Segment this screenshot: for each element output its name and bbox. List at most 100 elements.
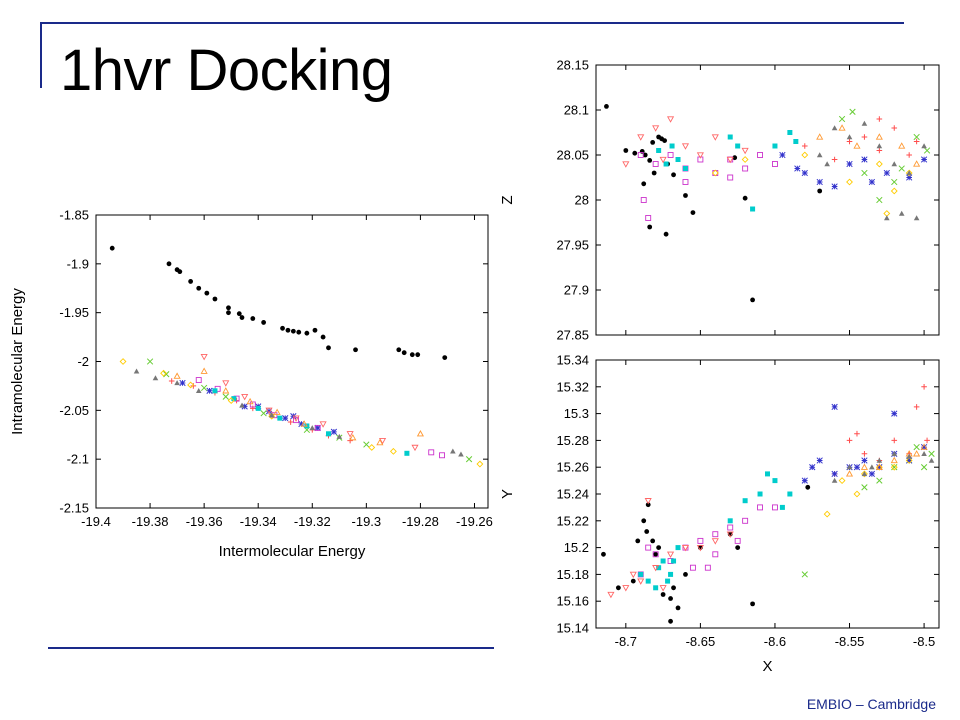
data-point <box>401 350 407 356</box>
data-point <box>166 261 172 267</box>
data-point <box>416 430 424 437</box>
data-point <box>476 460 484 468</box>
data-point <box>363 441 370 448</box>
data-point <box>226 310 231 316</box>
data-point <box>250 405 256 412</box>
data-point <box>772 143 778 149</box>
data-point <box>924 437 930 444</box>
title-top-rule <box>40 22 904 24</box>
data-point <box>320 334 326 340</box>
xy-scatter-chart: -8.7 -8.65 -8.6 -8.55 -8.5 15.14 15.16 15.18 15.… <box>499 353 940 675</box>
data-point <box>898 210 905 216</box>
data-point <box>146 358 154 365</box>
data-point <box>690 210 696 216</box>
data-point <box>696 152 704 159</box>
data-point <box>742 195 748 201</box>
data-point <box>653 551 659 557</box>
data-point <box>663 231 669 237</box>
data-point <box>428 449 435 456</box>
data-point <box>663 161 669 167</box>
data-point <box>640 197 647 203</box>
data-point <box>601 551 606 557</box>
data-point <box>659 156 667 164</box>
data-point <box>287 419 294 425</box>
data-point <box>641 518 647 524</box>
y-tick-label: 15.34 <box>556 353 589 368</box>
data-point <box>195 377 202 384</box>
data-point <box>905 169 913 177</box>
data-point <box>883 169 890 177</box>
data-point <box>838 115 846 123</box>
y-tick-label: 28.05 <box>556 148 589 163</box>
data-point <box>846 160 853 168</box>
data-point <box>260 410 267 417</box>
data-point <box>750 601 755 607</box>
data-point <box>913 133 920 141</box>
data-point <box>644 498 652 505</box>
data-point <box>300 420 308 427</box>
data-point <box>662 138 667 143</box>
data-point <box>831 403 838 411</box>
data-point <box>268 412 276 420</box>
data-point <box>794 165 801 172</box>
data-point <box>787 130 793 135</box>
data-point <box>890 463 898 471</box>
y-tick-label: 15.22 <box>556 513 589 528</box>
data-point <box>920 443 928 450</box>
y-tick-label: 28.15 <box>556 58 589 73</box>
data-point <box>681 143 690 150</box>
data-point <box>396 347 402 353</box>
data-point <box>906 174 913 181</box>
data-point <box>285 327 291 333</box>
data-point <box>876 147 883 154</box>
data-point <box>615 585 621 591</box>
data-point <box>638 571 644 577</box>
data-point <box>890 187 898 195</box>
data-point <box>920 464 928 471</box>
data-point <box>439 452 445 459</box>
data-point <box>665 578 671 584</box>
data-point <box>696 544 704 552</box>
data-point <box>326 345 331 351</box>
data-point <box>726 531 734 538</box>
data-point <box>280 325 285 331</box>
data-point <box>273 408 281 415</box>
data-point <box>861 471 868 477</box>
data-point <box>734 537 741 544</box>
data-point <box>846 464 853 470</box>
data-point <box>683 193 688 198</box>
y-axis-label: Y <box>499 489 516 499</box>
data-point <box>860 463 869 470</box>
data-point <box>923 147 931 154</box>
data-point <box>632 150 638 156</box>
y-tick-label: 15.16 <box>556 594 589 609</box>
data-point <box>637 134 645 141</box>
data-point <box>465 456 473 463</box>
data-point <box>133 368 140 374</box>
data-point <box>750 206 756 212</box>
data-point <box>212 296 218 302</box>
data-point <box>671 585 676 591</box>
data-point <box>913 215 920 221</box>
y-tick-label: 15.28 <box>556 433 589 448</box>
data-point <box>415 352 421 358</box>
data-point <box>669 143 675 149</box>
data-point <box>179 379 186 387</box>
data-point <box>868 470 876 478</box>
data-point <box>704 564 711 571</box>
data-point <box>838 124 846 131</box>
data-point <box>876 464 883 471</box>
data-point <box>241 394 249 401</box>
data-point <box>831 183 838 190</box>
data-point <box>652 161 659 167</box>
data-point <box>249 401 256 408</box>
data-point <box>652 565 660 572</box>
data-point <box>637 152 644 158</box>
x-tick-label: -19.4 <box>81 514 111 529</box>
data-point <box>647 224 653 230</box>
data-point <box>222 393 229 400</box>
data-point <box>296 329 302 335</box>
data-point <box>656 545 662 550</box>
data-point <box>875 463 883 470</box>
data-point <box>779 151 786 159</box>
